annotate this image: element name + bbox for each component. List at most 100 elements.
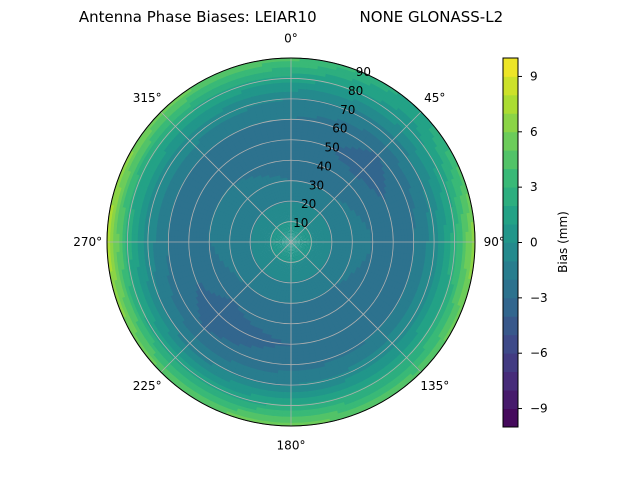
heatmap-cell (431, 147, 441, 159)
heatmap-cell (351, 101, 362, 109)
heatmap-cell (297, 242, 301, 244)
heatmap-cell (353, 95, 365, 104)
heatmap-cell (292, 232, 295, 237)
heatmap-cell (432, 167, 441, 178)
heatmap-cell (297, 225, 301, 229)
heatmap-cell (432, 202, 439, 213)
heatmap-cell (398, 105, 409, 115)
heatmap-cell (385, 91, 397, 102)
heatmap-cell (464, 250, 470, 262)
heatmap-cell (303, 230, 307, 234)
heatmap-cell (427, 178, 435, 189)
heatmap-cell (311, 246, 316, 249)
heatmap-cell (305, 235, 309, 238)
heatmap-cell (298, 229, 301, 233)
heatmap-cell (425, 234, 430, 243)
heatmap-cell (435, 201, 442, 212)
heatmap-cell (291, 232, 293, 236)
heatmap-cell (362, 75, 375, 84)
heatmap-cell (303, 240, 307, 242)
heatmap-cell (437, 233, 442, 243)
heatmap-cell (339, 109, 350, 117)
heatmap-cell (407, 172, 415, 182)
heatmap-cell (304, 222, 308, 227)
heatmap-cell (334, 72, 347, 79)
heatmap-cell (299, 226, 303, 230)
heatmap-cell (296, 237, 300, 240)
heatmap-cell (343, 75, 355, 82)
heatmap-cell (314, 246, 319, 250)
heatmap-cell (421, 154, 430, 165)
heatmap-cell (422, 234, 427, 243)
heatmap-cell (440, 163, 449, 175)
heatmap-cell (413, 185, 421, 195)
heatmap-cell (357, 230, 362, 236)
heatmap-cell (419, 190, 426, 201)
heatmap-cell (415, 207, 421, 216)
heatmap-cell (300, 232, 305, 236)
heatmap-cell (299, 226, 303, 231)
heatmap-cell (452, 205, 459, 217)
heatmap-cell (441, 241, 445, 251)
heatmap-cell (426, 140, 436, 151)
heatmap-cell (298, 85, 309, 90)
heatmap-cell (372, 228, 377, 234)
heatmap-cell (312, 239, 316, 241)
heatmap-cell (295, 235, 299, 239)
heatmap-cell (363, 249, 368, 255)
heatmap-cell (305, 219, 309, 224)
heatmap-cell (293, 240, 298, 242)
heatmap-cell (296, 239, 301, 241)
heatmap-cell (321, 122, 330, 129)
heatmap-cell (368, 103, 379, 112)
heatmap-cell (421, 143, 431, 155)
heatmap-cell (339, 233, 344, 238)
heatmap-cell (414, 159, 422, 170)
heatmap-cell (455, 249, 460, 261)
heatmap-cell (302, 229, 306, 233)
heatmap-cell (407, 108, 418, 120)
heatmap-cell (462, 241, 467, 253)
heatmap-cell (316, 74, 328, 81)
heatmap-cell (448, 188, 455, 200)
heatmap-cell (455, 223, 460, 235)
heatmap-cell (426, 161, 434, 172)
heatmap-cell (441, 233, 445, 243)
heatmap-cell (413, 128, 423, 139)
heatmap-cell (428, 226, 433, 236)
heatmap-cell (290, 100, 300, 105)
heatmap-cell (295, 230, 298, 235)
heatmap-cell (407, 121, 418, 132)
heatmap-cell (305, 237, 310, 239)
heatmap-cell (453, 167, 461, 180)
heatmap-cell (309, 224, 314, 228)
heatmap-cell (362, 225, 368, 231)
heatmap-cell (373, 232, 378, 239)
heatmap-cell (295, 146, 302, 151)
heatmap-cell (298, 70, 310, 75)
heatmap-cell (292, 236, 295, 240)
heatmap-cell (290, 152, 297, 157)
heatmap-cell (376, 89, 388, 99)
heatmap-cell (300, 209, 304, 214)
heatmap-cell (447, 148, 456, 161)
heatmap-cell (292, 226, 294, 230)
heatmap-cell (301, 233, 305, 236)
heatmap-cell (401, 115, 412, 126)
heatmap-cell (440, 249, 445, 259)
heatmap-cell (395, 206, 402, 214)
heatmap-cell (294, 223, 296, 228)
heatmap-cell (290, 174, 295, 178)
heatmap-cell (399, 198, 406, 207)
heatmap-cell (366, 229, 371, 235)
heatmap-cell (291, 229, 294, 233)
heatmap-cell (437, 248, 442, 259)
heatmap-cell (363, 229, 368, 235)
heatmap-cell (294, 240, 298, 242)
heatmap-cell (444, 199, 451, 210)
heatmap-cell (397, 192, 404, 201)
heatmap-cell (388, 230, 393, 238)
heatmap-cell (364, 245, 368, 251)
heatmap-cell (290, 63, 302, 68)
heatmap-cell (422, 248, 427, 257)
